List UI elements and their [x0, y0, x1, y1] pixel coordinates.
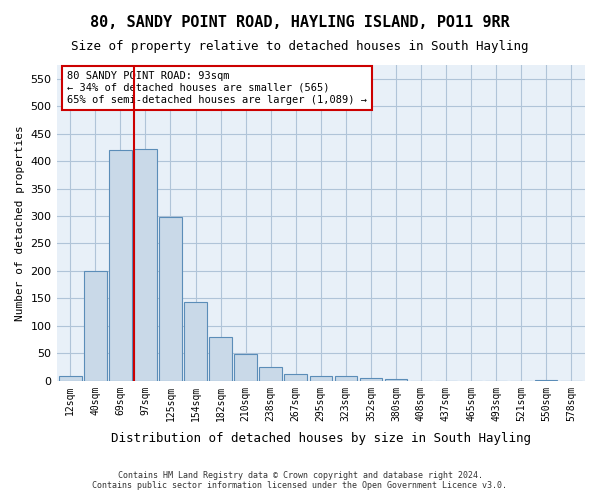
Bar [184, 302, 207, 381]
Bar [235, 354, 257, 381]
Text: Size of property relative to detached houses in South Hayling: Size of property relative to detached ho… [71, 40, 529, 53]
Y-axis label: Number of detached properties: Number of detached properties [15, 125, 25, 321]
Bar [535, 380, 557, 381]
Bar [310, 376, 332, 381]
Bar [259, 367, 282, 381]
Text: 80, SANDY POINT ROAD, HAYLING ISLAND, PO11 9RR: 80, SANDY POINT ROAD, HAYLING ISLAND, PO… [90, 15, 510, 30]
Bar [84, 271, 107, 381]
Bar [385, 378, 407, 381]
Bar [209, 338, 232, 381]
Bar [335, 376, 357, 381]
Bar [109, 150, 131, 381]
Text: 80 SANDY POINT ROAD: 93sqm
← 34% of detached houses are smaller (565)
65% of sem: 80 SANDY POINT ROAD: 93sqm ← 34% of deta… [67, 72, 367, 104]
Bar [284, 374, 307, 381]
X-axis label: Distribution of detached houses by size in South Hayling: Distribution of detached houses by size … [111, 432, 531, 445]
Text: Contains HM Land Registry data © Crown copyright and database right 2024.
Contai: Contains HM Land Registry data © Crown c… [92, 470, 508, 490]
Bar [134, 149, 157, 381]
Bar [359, 378, 382, 381]
Bar [59, 376, 82, 381]
Bar [159, 217, 182, 381]
